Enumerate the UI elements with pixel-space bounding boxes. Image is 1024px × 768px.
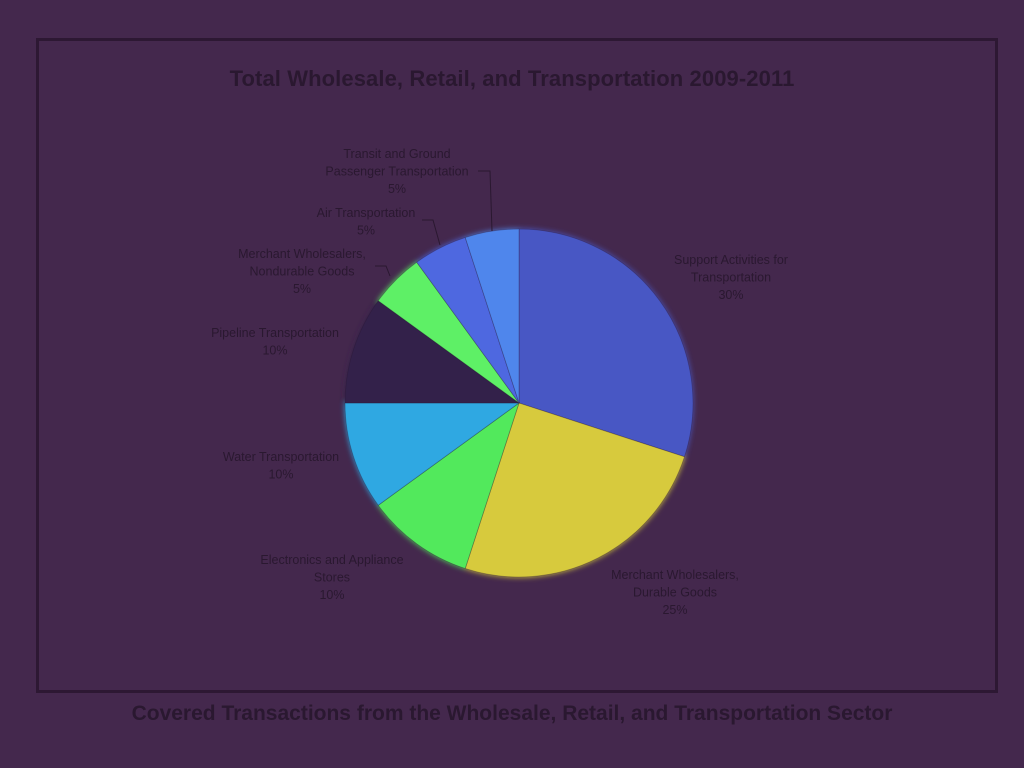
leader-line [422,219,441,246]
slice-label: Merchant Wholesalers, Nondurable Goods 5% [238,247,366,296]
leader-lines [375,170,493,277]
slice-labels: Support Activities for Transportation 30% M… [211,147,788,617]
slice-label: Support Activities for Transportation 30% [674,253,788,302]
chart-frame [36,38,998,693]
chart-title: Total Wholesale, Retail, and Transportat… [229,66,795,91]
slice-label: Air Transportation 5% [317,206,416,238]
slice-label: Pipeline Transportation 10% [211,326,339,358]
slice-label: Electronics and Appliance Stores 10% [260,553,403,602]
slice-label: Water Transportation 10% [223,450,339,482]
figure-caption: Covered Transactions from the Wholesale,… [131,702,893,725]
leader-line [375,265,391,277]
pie-slice [344,402,521,506]
pie-slice [518,228,694,458]
pie-slice [464,228,520,404]
pie-slices [344,228,694,578]
pie-slice [464,402,685,578]
pie-slice [377,261,520,404]
pie-slice [377,401,520,569]
pie-slice [416,237,520,404]
leader-line [478,170,493,232]
pie-slice [344,300,521,404]
slice-label: Transit and Ground Passenger Transportati… [325,147,468,196]
slice-label: Merchant Wholesalers, Durable Goods 25% [611,568,739,617]
